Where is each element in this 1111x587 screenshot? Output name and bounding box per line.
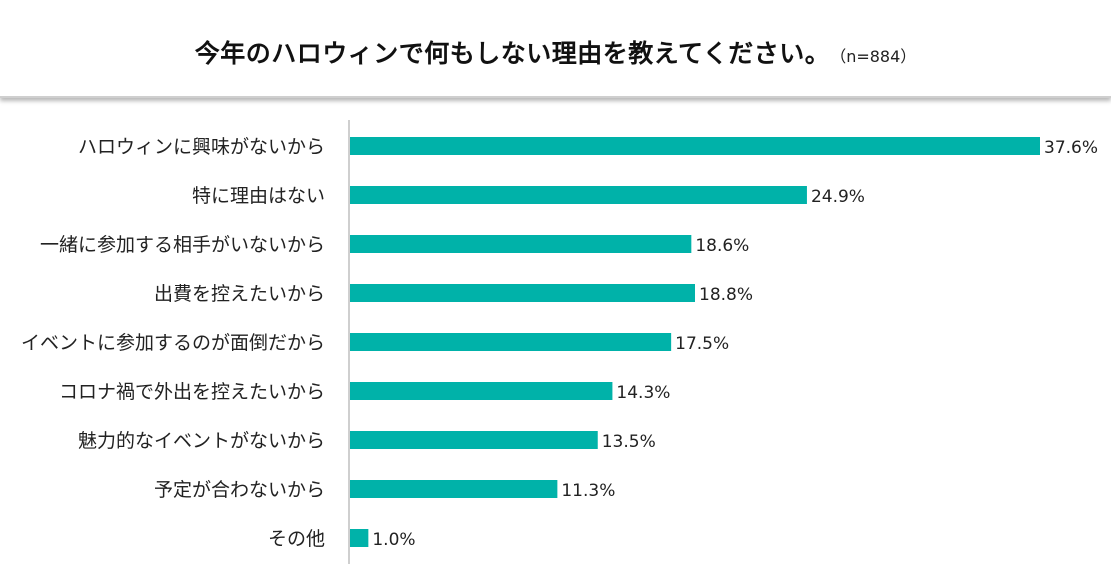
bar <box>350 529 369 547</box>
value-label: 11.3% <box>561 481 615 501</box>
bar <box>350 480 558 498</box>
bar-chart: ハロウィンに興味がないから 37.6% 特に理由はない 24.9% 一緒に参加する相手が… <box>21 120 1098 564</box>
chart-title: 今年のハロウィンで何もしない理由を教えてください。 <box>194 39 831 68</box>
value-label: 14.3% <box>616 383 670 403</box>
bar <box>350 284 695 302</box>
bar <box>350 137 1040 155</box>
category-label: 特に理由はない <box>192 185 325 207</box>
category-label: 予定が合わないから <box>154 479 325 501</box>
category-label: 一緒に参加する相手がいないから <box>40 234 325 256</box>
category-label: イベントに参加するのが面倒だから <box>21 332 325 354</box>
bar <box>350 431 598 449</box>
value-label: 18.6% <box>695 236 749 256</box>
category-label: コロナ禍で外出を控えたいから <box>59 381 325 403</box>
title-line: 今年のハロウィンで何もしない理由を教えてください。 （n=884） <box>0 34 1111 70</box>
bar <box>350 382 613 400</box>
value-label: 1.0% <box>372 530 415 550</box>
chart-header: 今年のハロウィンで何もしない理由を教えてください。 （n=884） <box>0 0 1111 98</box>
bar <box>350 333 672 351</box>
value-label: 18.8% <box>699 285 753 305</box>
bar <box>350 186 807 204</box>
chart-subtitle: （n=884） <box>838 47 917 66</box>
category-label: 魅力的なイベントがないから <box>78 430 325 452</box>
value-label: 13.5% <box>602 432 656 452</box>
category-label: 出費を控えたいから <box>154 283 325 305</box>
value-label: 37.6% <box>1044 138 1098 158</box>
category-label: ハロウィンに興味がないから <box>78 136 325 158</box>
chart-area: ハロウィンに興味がないから 37.6% 特に理由はない 24.9% 一緒に参加する相手が… <box>0 100 1111 583</box>
value-label: 24.9% <box>811 187 865 207</box>
category-label: その他 <box>268 528 325 550</box>
value-label: 17.5% <box>675 334 729 354</box>
bar <box>350 235 692 253</box>
